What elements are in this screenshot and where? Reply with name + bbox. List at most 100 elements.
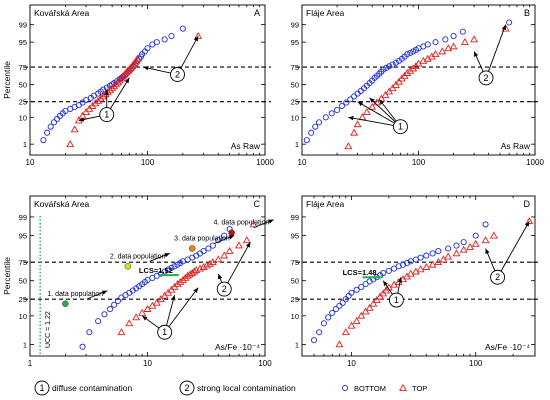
data-point-bottom [205,245,212,252]
data-point-bottom [101,311,108,318]
y-tick-label: 99 [291,213,299,222]
data-point-top [220,251,229,259]
x-tick-label: 10 [143,359,152,368]
data-point-top [362,108,371,116]
panel-letter: B [524,8,530,18]
y-axis-label: Percentile [2,257,12,295]
y-tick-label: 75 [19,63,27,72]
data-point-top [194,31,203,39]
data-point-bottom [329,309,336,316]
data-point-bottom [325,314,332,321]
corner-label: As/Fe ·10⁻⁴ [215,342,260,352]
annotation-0-arrow-1-line [357,101,395,124]
panel-a: 10 100 1000 1 10 25 50 75 95 99 Percentile Kovářská… [2,4,274,167]
data-point-top [143,304,152,312]
data-point-bottom [506,19,513,26]
annotation-0-arrow-1-head [397,277,403,283]
data-point-top [361,307,370,315]
data-point-top [352,317,361,324]
x-tick-label: 10 [26,158,35,167]
data-point-top [341,328,350,336]
annotation-2-circle [170,67,185,82]
data-point-top [406,269,415,277]
data-point-bottom [347,96,354,103]
data-point-bottom [209,242,216,249]
data-point-top [422,262,431,270]
annotation-0-arrow-1-head [171,295,176,301]
data-point-bottom [343,99,350,106]
legend-label: TOP [412,384,427,393]
data-point-bottom [215,237,222,244]
data-point-bottom [353,286,360,293]
data-point-top [112,80,121,88]
annotation-1-arrow-0-head [218,273,223,280]
data-point-top [489,231,498,239]
data-point-bottom [351,93,358,100]
data-point-top [438,47,447,55]
data-point-top [156,295,165,303]
data-point-bottom [106,306,114,313]
data-point-top [416,265,425,273]
data-point-bottom [161,36,168,43]
data-point-bottom [407,49,414,56]
data-point-bottom [100,86,107,93]
data-point-top [242,236,251,244]
x-tick-label: 1 [28,359,33,368]
data-point-bottom [171,263,178,270]
panel-title: Fláje Area [306,199,345,209]
annotation-1-arrow-1-line [488,24,507,72]
data-point-bottom [380,269,387,277]
population-dot [228,229,235,236]
y-tick-label: 50 [291,80,299,89]
panel-letter: C [254,199,261,209]
series-top [117,220,258,336]
data-point-top [444,44,453,52]
data-point-top [176,277,185,285]
data-point-bottom [445,245,452,252]
series-top [66,31,203,148]
annotation-0-arrow-1-line [166,294,176,326]
x-tick-label: 100 [469,359,483,368]
y-tick-label: 10 [19,312,27,321]
y-tick-label: 75 [19,258,27,267]
data-point-bottom [482,221,489,228]
data-point-top [406,66,415,74]
population-dot [62,300,69,308]
data-point-top [466,242,475,250]
data-point-bottom [303,137,310,144]
y-tick-label: 10 [19,113,27,122]
series-bottom [303,19,513,144]
y-tick-label: 10 [291,113,299,122]
annotation-2-circle [490,269,506,285]
data-point-top [449,42,458,50]
data-point-bottom [423,252,430,259]
data-point-top [428,260,437,268]
data-point-bottom [54,115,61,122]
series-bottom [310,221,489,344]
population-label: 3. data population [174,235,230,242]
data-point-top [214,255,223,263]
data-point-top [70,125,79,133]
data-point-top [460,38,469,45]
data-point-bottom [389,61,396,68]
data-point-bottom [403,260,411,267]
panel-letter: D [524,199,531,209]
data-point-top [152,298,161,306]
annotation-0-arrow-1-head [104,89,109,95]
data-point-bottom [435,248,442,255]
annotation-1-circle [99,107,115,123]
data-point-top [190,267,199,275]
data-point-top [377,94,386,102]
annotation-2-text: 2 [484,73,489,83]
y-tick-label: 25 [291,295,299,304]
annotation-0-arrow-2-line [369,97,396,123]
population-label: 2. data population [110,253,166,260]
annotation-1-arrow-0-head [485,248,490,254]
data-point-top [459,245,468,253]
data-point-top [335,340,344,348]
data-point-top [372,295,381,303]
y-tick-label: 99 [19,213,27,222]
data-point-top [353,120,362,128]
y-tick-label: 75 [291,63,299,72]
data-point-top [471,239,480,247]
